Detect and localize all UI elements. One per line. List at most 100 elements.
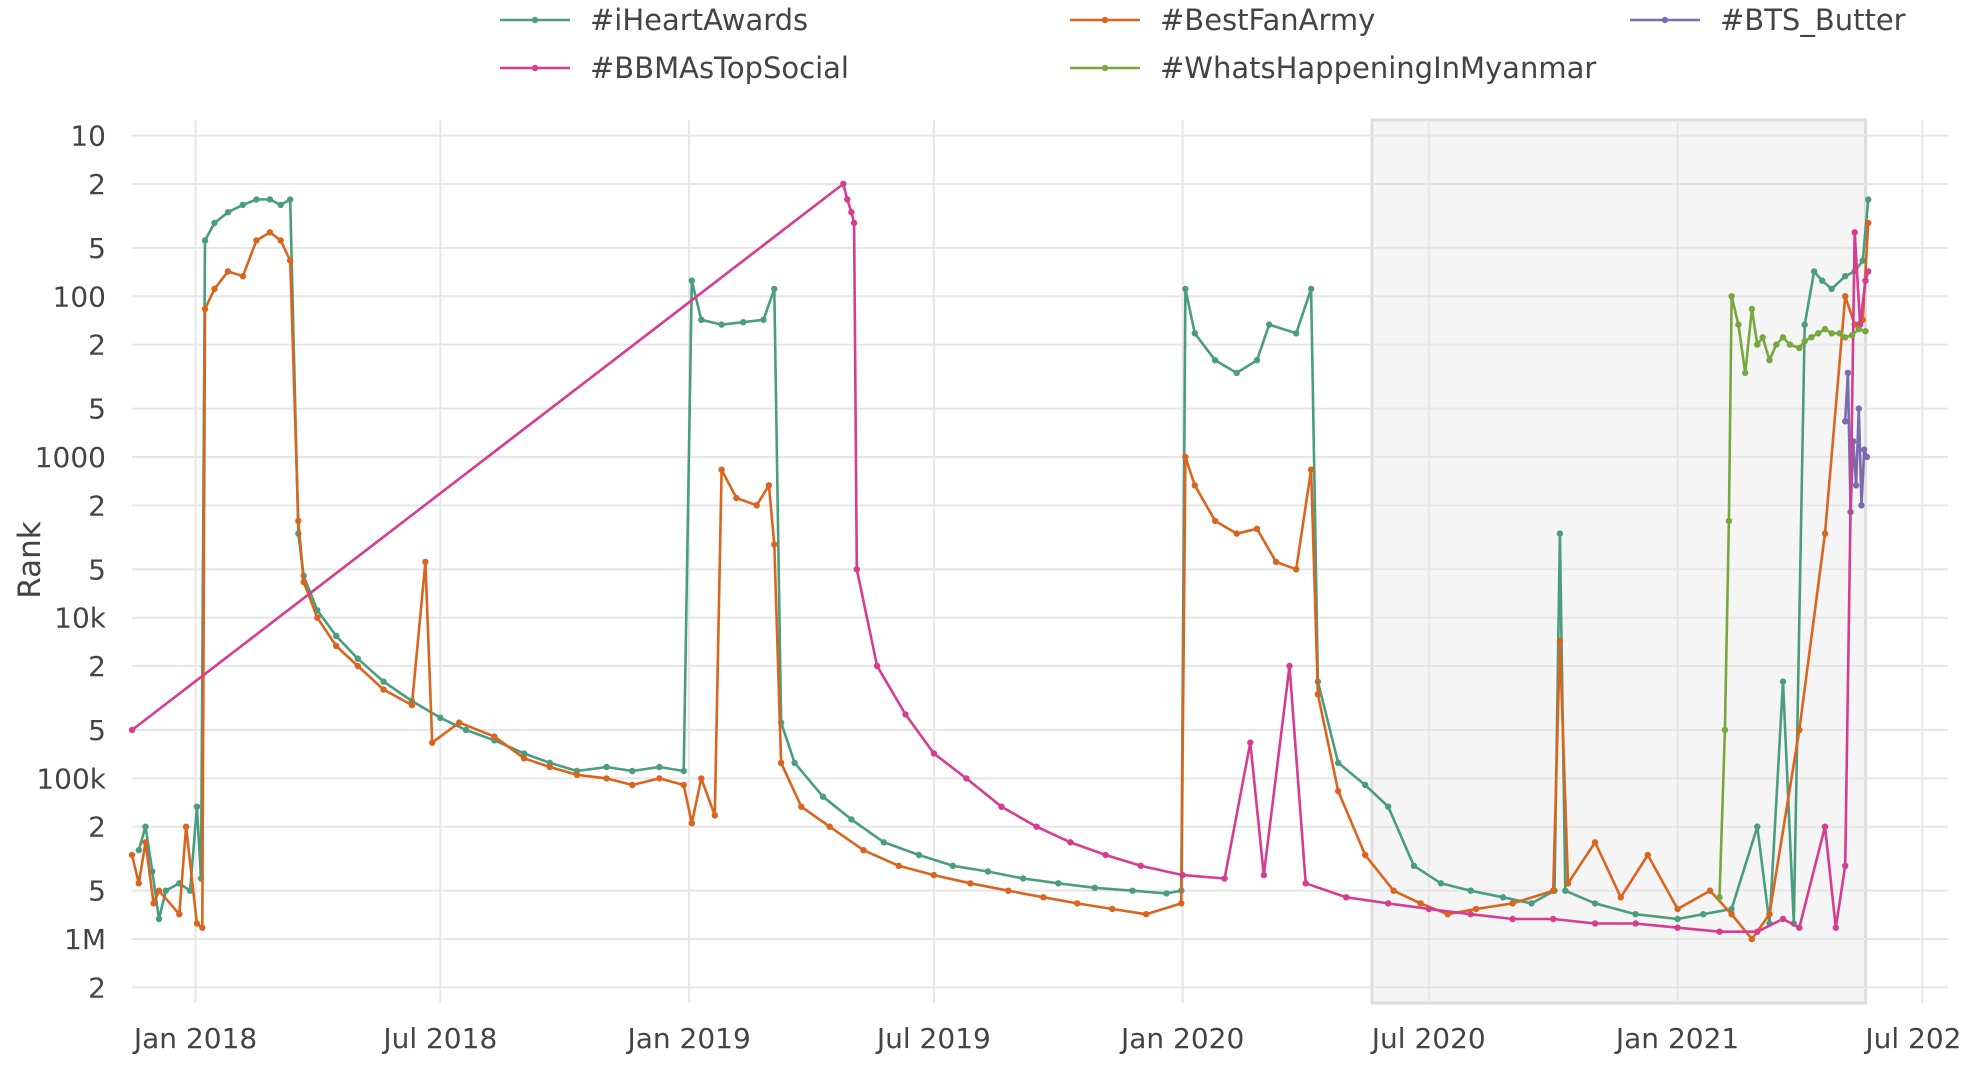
data-point bbox=[155, 887, 163, 894]
legend-item-bbmastopsocial[interactable]: #BBMAsTopSocial bbox=[500, 51, 849, 85]
legend-swatch-marker bbox=[531, 16, 539, 24]
data-point bbox=[1842, 273, 1849, 280]
data-point bbox=[895, 862, 902, 869]
legend-item-bts-butter[interactable]: #BTS_Butter bbox=[1630, 3, 1906, 37]
data-point bbox=[1417, 900, 1424, 907]
data-point bbox=[967, 880, 974, 887]
data-point bbox=[984, 868, 992, 875]
data-point bbox=[199, 924, 206, 931]
data-point bbox=[1862, 277, 1869, 284]
data-point bbox=[1852, 482, 1860, 489]
y-tick-label: 10k bbox=[54, 602, 107, 635]
data-point bbox=[1178, 900, 1185, 907]
data-point bbox=[698, 775, 705, 782]
y-tick-label: 2 bbox=[88, 650, 106, 683]
data-point bbox=[128, 851, 136, 859]
data-point bbox=[1129, 887, 1136, 894]
data-point bbox=[1728, 911, 1735, 918]
data-point bbox=[949, 862, 956, 869]
data-point bbox=[1233, 530, 1240, 537]
data-point bbox=[1700, 911, 1707, 918]
data-point bbox=[266, 229, 274, 236]
data-point bbox=[1842, 862, 1849, 869]
data-point bbox=[1385, 900, 1392, 907]
data-point bbox=[456, 719, 463, 726]
data-point bbox=[142, 839, 149, 846]
x-tick-label: Jul 2019 bbox=[875, 1022, 991, 1055]
data-point bbox=[1819, 277, 1826, 284]
data-point bbox=[193, 920, 201, 927]
x-tick-label: Jan 2018 bbox=[132, 1022, 257, 1055]
data-point bbox=[1591, 900, 1599, 907]
highlight-region bbox=[1370, 118, 1868, 1005]
y-tick-label: 1M bbox=[64, 923, 106, 956]
data-point bbox=[1617, 894, 1625, 901]
data-point bbox=[1706, 887, 1714, 894]
data-point bbox=[1851, 229, 1858, 236]
data-point bbox=[1674, 915, 1681, 923]
data-point bbox=[1343, 894, 1350, 901]
data-point bbox=[1509, 915, 1516, 923]
data-point bbox=[1528, 900, 1535, 907]
legend-item-iheartawards[interactable]: #iHeartAwards bbox=[500, 3, 808, 37]
data-point bbox=[1836, 330, 1844, 337]
data-point bbox=[1832, 924, 1840, 931]
data-point bbox=[333, 642, 340, 650]
x-tick-label: Jan 2021 bbox=[1614, 1022, 1739, 1055]
data-point bbox=[753, 502, 760, 509]
data-point bbox=[1842, 418, 1849, 425]
data-point bbox=[1754, 823, 1761, 830]
y-tick-label: 10 bbox=[70, 120, 106, 153]
data-point bbox=[688, 277, 695, 284]
x-tick-label: Jan 2020 bbox=[1119, 1022, 1244, 1055]
legend-item-whatshappeninginmyanmar[interactable]: #WhatsHappeningInMyanmar bbox=[1070, 51, 1596, 85]
data-point bbox=[1808, 334, 1815, 341]
data-point bbox=[1307, 466, 1315, 473]
data-point bbox=[1861, 446, 1868, 453]
y-tick-label: 1000 bbox=[35, 441, 106, 474]
data-point bbox=[1801, 337, 1808, 345]
data-point bbox=[1748, 935, 1756, 943]
data-point bbox=[1721, 726, 1729, 734]
data-point bbox=[1253, 357, 1261, 364]
data-point bbox=[1842, 334, 1849, 341]
data-point bbox=[1556, 530, 1564, 537]
data-point bbox=[491, 733, 498, 740]
data-point bbox=[211, 285, 218, 293]
data-point bbox=[656, 763, 663, 771]
data-point bbox=[853, 566, 860, 573]
data-point bbox=[1766, 357, 1773, 364]
y-tick-label: 5 bbox=[88, 714, 106, 747]
data-point bbox=[1550, 887, 1557, 894]
y-tick-label: 2 bbox=[88, 489, 106, 522]
data-point bbox=[1735, 321, 1742, 328]
data-point bbox=[1674, 905, 1681, 913]
data-point bbox=[1247, 739, 1254, 746]
data-point bbox=[998, 803, 1005, 810]
y-tick-label: 2 bbox=[88, 811, 106, 844]
data-point bbox=[1815, 330, 1822, 337]
data-point bbox=[1467, 911, 1474, 918]
data-point bbox=[224, 268, 232, 275]
data-point bbox=[1562, 887, 1569, 894]
y-axis-title: Rank bbox=[12, 521, 48, 599]
data-point bbox=[239, 273, 247, 280]
data-point bbox=[1191, 330, 1199, 337]
legend-label: #BBMAsTopSocial bbox=[590, 51, 849, 85]
axis-layer: 10 2 5 100 2 5 1000 2 5 10k 2 5 100k 2 5 1M 2 Jan 2018 Jul… bbox=[35, 120, 1964, 1055]
data-point bbox=[1556, 637, 1564, 645]
data-point bbox=[860, 847, 867, 854]
data-point bbox=[300, 578, 307, 586]
y-tick-label: 5 bbox=[88, 553, 106, 586]
data-point bbox=[1828, 285, 1835, 293]
data-point bbox=[1821, 530, 1829, 537]
legend-item-bestfanarmy[interactable]: #BestFanArmy bbox=[1070, 3, 1375, 37]
series-layer bbox=[128, 180, 1872, 943]
data-point bbox=[1335, 787, 1342, 795]
data-point bbox=[380, 678, 387, 685]
data-point bbox=[155, 915, 163, 923]
data-point bbox=[1859, 257, 1867, 264]
data-point bbox=[1863, 453, 1871, 461]
data-point bbox=[698, 316, 705, 323]
data-point bbox=[1091, 884, 1099, 891]
